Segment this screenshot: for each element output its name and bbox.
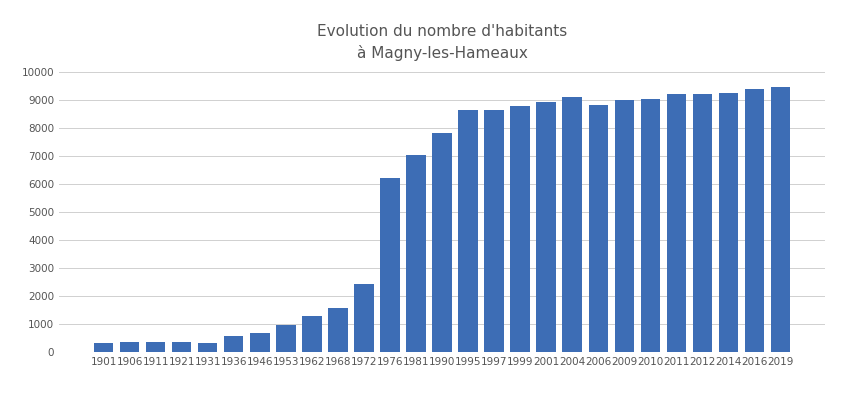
Bar bbox=[432, 133, 452, 352]
Bar bbox=[120, 342, 139, 352]
Bar bbox=[276, 326, 296, 352]
Bar bbox=[172, 342, 191, 352]
Bar bbox=[484, 110, 504, 352]
Bar bbox=[719, 93, 738, 352]
Bar bbox=[381, 178, 400, 352]
Bar bbox=[302, 316, 322, 352]
Bar bbox=[693, 94, 712, 352]
Bar bbox=[458, 110, 478, 352]
Bar bbox=[406, 156, 426, 352]
Bar bbox=[93, 343, 114, 352]
Bar bbox=[224, 336, 243, 352]
Bar bbox=[354, 284, 374, 352]
Title: Evolution du nombre d'habitants
à Magny-les-Hameaux: Evolution du nombre d'habitants à Magny-… bbox=[317, 24, 568, 61]
Bar bbox=[589, 105, 608, 352]
Bar bbox=[250, 333, 269, 352]
Bar bbox=[198, 343, 217, 352]
Bar bbox=[667, 94, 686, 352]
Bar bbox=[615, 100, 634, 352]
Bar bbox=[562, 97, 582, 352]
Bar bbox=[641, 99, 660, 352]
Bar bbox=[770, 87, 791, 352]
Bar bbox=[536, 102, 556, 352]
Bar bbox=[745, 89, 765, 352]
Bar bbox=[510, 106, 530, 352]
Bar bbox=[328, 308, 348, 352]
Bar bbox=[146, 342, 165, 352]
